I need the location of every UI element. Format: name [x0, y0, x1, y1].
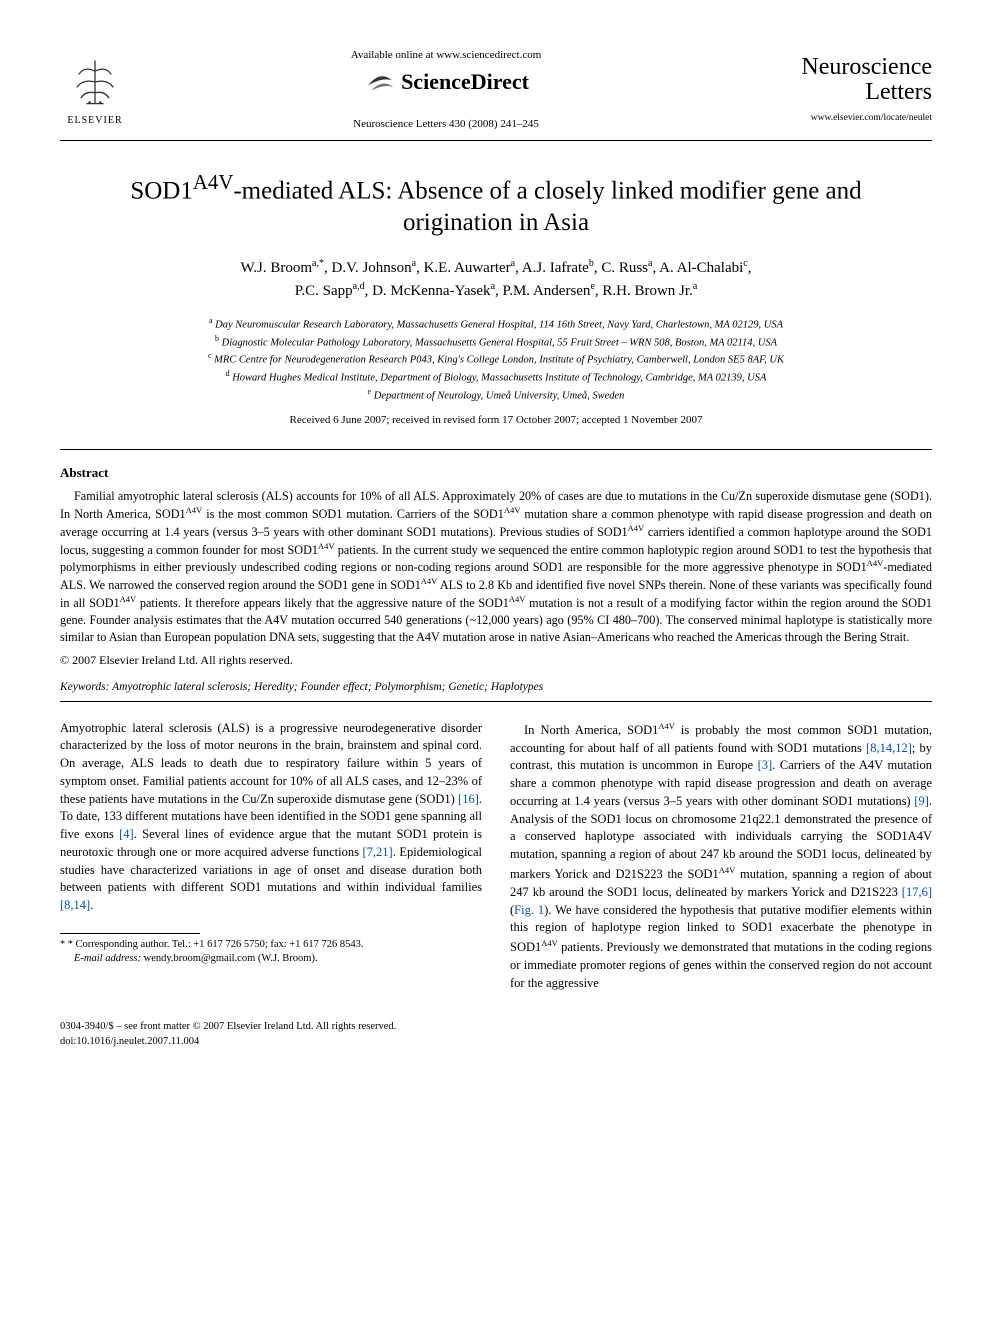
doi-line: doi:10.1016/j.neulet.2007.11.004 — [60, 1035, 932, 1049]
footnote-line1: * * Corresponding author. Tel.: +1 617 7… — [60, 938, 482, 952]
citation-link[interactable]: [8,14] — [60, 898, 90, 912]
right-column: In North America, SOD1A4V is probably th… — [510, 720, 932, 993]
title-superscript: A4V — [193, 170, 234, 194]
publisher-banner: ELSEVIER Available online at www.science… — [60, 48, 932, 141]
citation-link[interactable]: [4] — [119, 827, 134, 841]
elsevier-logo: ELSEVIER — [60, 52, 130, 128]
banner-center: Available online at www.sciencedirect.co… — [130, 48, 762, 132]
sciencedirect-word: ScienceDirect — [401, 69, 529, 94]
body-columns: Amyotrophic lateral sclerosis (ALS) is a… — [60, 720, 932, 993]
article-title: SOD1A4V-mediated ALS: Absence of a close… — [100, 169, 892, 238]
affiliation-c: c MRC Centre for Neurodegeneration Resea… — [60, 350, 932, 368]
affiliation-e: e Department of Neurology, Umeå Universi… — [60, 386, 932, 404]
citation-link[interactable]: [8,14,12] — [866, 741, 912, 755]
footnote-name: (W.J. Broom). — [255, 953, 317, 964]
journal-name-line2: Letters — [865, 79, 932, 105]
body-paragraph-left: Amyotrophic lateral sclerosis (ALS) is a… — [60, 720, 482, 915]
email-label: E-mail address: — [74, 953, 141, 964]
affiliations: a Day Neuromuscular Research Laboratory,… — [60, 315, 932, 404]
available-online-text: Available online at www.sciencedirect.co… — [130, 48, 762, 63]
body-text: . — [90, 898, 93, 912]
citation-link[interactable]: [3] — [758, 758, 773, 772]
body-text: ). We have considered the hypothesis tha… — [510, 903, 932, 990]
page-footer-meta: 0304-3940/$ – see front matter © 2007 El… — [60, 1020, 932, 1048]
affiliation-c-text: MRC Centre for Neurodegeneration Researc… — [214, 355, 784, 366]
sciencedirect-text: ScienceDirect — [401, 67, 529, 98]
horizontal-rule-2 — [60, 701, 932, 702]
affiliation-b: b Diagnostic Molecular Pathology Laborat… — [60, 333, 932, 351]
journal-citation: Neuroscience Letters 430 (2008) 241–245 — [130, 117, 762, 132]
footnote-corr-text: * Corresponding author. Tel.: +1 617 726… — [68, 939, 364, 950]
author-list: W.J. Brooma,*, D.V. Johnsona, K.E. Auwar… — [80, 256, 912, 303]
affiliation-a: a Day Neuromuscular Research Laboratory,… — [60, 315, 932, 333]
journal-name: Neuroscience Letters — [762, 55, 932, 105]
journal-title-block: Neuroscience Letters www.elsevier.com/lo… — [762, 55, 932, 125]
page: ELSEVIER Available online at www.science… — [0, 0, 992, 1089]
keywords-label: Keywords: — [60, 681, 109, 693]
affiliation-a-text: Day Neuromuscular Research Laboratory, M… — [215, 319, 783, 330]
citation-link[interactable]: [17,6] — [902, 885, 932, 899]
sciencedirect-brand: ScienceDirect — [363, 65, 529, 99]
article-dates: Received 6 June 2007; received in revise… — [60, 413, 932, 428]
keywords-text: Amyotrophic lateral sclerosis; Heredity;… — [109, 681, 543, 693]
abstract-copyright: © 2007 Elsevier Ireland Ltd. All rights … — [60, 652, 932, 669]
affiliation-d: d Howard Hughes Medical Institute, Depar… — [60, 368, 932, 386]
abstract-heading: Abstract — [60, 464, 932, 482]
footnote-line2: E-mail address: wendy.broom@gmail.com (W… — [60, 952, 482, 966]
horizontal-rule — [60, 449, 932, 450]
abstract-body: Familial amyotrophic lateral sclerosis (… — [60, 488, 932, 646]
affiliation-b-text: Diagnostic Molecular Pathology Laborator… — [222, 337, 777, 348]
citation-link[interactable]: [7,21] — [363, 845, 393, 859]
affiliation-d-text: Howard Hughes Medical Institute, Departm… — [232, 372, 766, 383]
elsevier-tree-icon — [65, 52, 125, 112]
corresponding-author-footnote: * * Corresponding author. Tel.: +1 617 7… — [60, 938, 482, 966]
journal-url[interactable]: www.elsevier.com/locate/neulet — [762, 112, 932, 125]
author-email[interactable]: wendy.broom@gmail.com — [141, 953, 255, 964]
citation-link[interactable]: [9] — [914, 794, 929, 808]
affiliation-e-text: Department of Neurology, Umeå University… — [374, 390, 625, 401]
elsevier-label: ELSEVIER — [67, 114, 122, 128]
journal-name-line1: Neuroscience — [801, 54, 932, 80]
keywords-line: Keywords: Amyotrophic lateral sclerosis;… — [60, 679, 932, 695]
left-column: Amyotrophic lateral sclerosis (ALS) is a… — [60, 720, 482, 993]
body-paragraph-right: In North America, SOD1A4V is probably th… — [510, 720, 932, 993]
citation-link[interactable]: [16] — [458, 792, 479, 806]
sciencedirect-icon — [363, 65, 397, 99]
footnote-rule — [60, 933, 200, 934]
issn-line: 0304-3940/$ – see front matter © 2007 El… — [60, 1020, 932, 1034]
figure-link[interactable]: Fig. 1 — [514, 903, 544, 917]
body-text: Amyotrophic lateral sclerosis (ALS) is a… — [60, 721, 482, 806]
